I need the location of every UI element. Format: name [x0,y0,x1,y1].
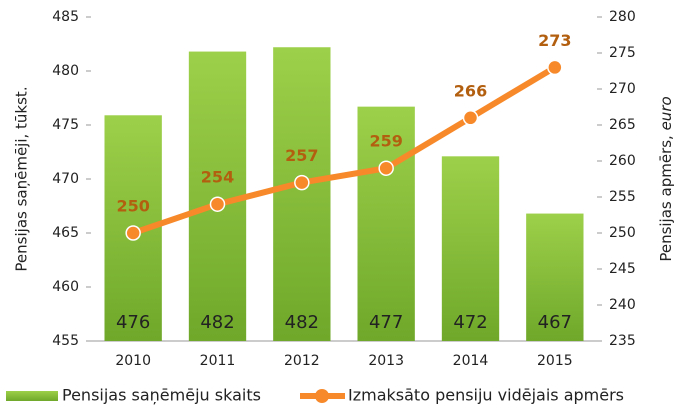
bar [357,106,415,341]
legend-swatch [315,389,329,403]
line-label: 254 [201,168,234,187]
legend-swatch [6,391,58,401]
y2-tick-label: 265 [609,117,636,133]
y-tick-label: 475 [52,117,79,133]
line-label: 257 [285,146,318,165]
bar-label: 467 [538,312,572,333]
bar-label: 472 [453,312,487,333]
line-point [209,196,226,212]
y-axis-label: Pensijas saņēmēji, tūkst. [13,86,31,271]
y-tick-label: 485 [52,9,79,25]
y2-tick-label: 245 [609,261,636,277]
line-point [294,174,310,191]
bar [526,213,584,341]
bar-label: 477 [369,312,403,333]
line-label: 266 [454,81,487,100]
y2-tick-label: 260 [609,153,636,169]
y2-tick-label: 255 [609,189,636,205]
y-tick-label: 465 [52,225,79,241]
line-point [547,59,563,76]
line-point [125,225,141,241]
y2-axis-label: Pensijas apmērs, euro [657,96,675,261]
line-point [462,110,479,126]
x-tick-label: 2014 [453,353,489,369]
y2-label-unit: euro [657,96,675,130]
y-tick-label: 455 [52,333,79,349]
y2-tick-label: 275 [609,45,636,61]
line-label: 250 [116,197,149,216]
y2-label-main: Pensijas apmērs, [657,130,675,261]
legend-label: Pensijas saņēmēju skaits [62,386,261,405]
line-point [378,160,394,176]
bar-label: 482 [200,312,234,333]
x-tick-label: 2011 [200,353,236,369]
x-tick-label: 2010 [115,353,151,369]
y2-tick-label: 280 [609,9,636,25]
y2-tick-label: 235 [609,333,636,349]
x-tick-label: 2013 [368,353,404,369]
line-label: 259 [369,132,402,151]
bar-label: 476 [116,312,150,333]
line [132,64,557,236]
x-tick-label: 2015 [537,353,573,369]
bar [273,47,331,342]
legend-label: Izmaksāto pensiju vidējais apmērs [348,386,624,405]
bar-label: 482 [285,312,319,333]
y-tick-label: 470 [52,171,79,187]
line-label: 273 [538,31,571,50]
y-tick-label: 460 [52,279,79,295]
y2-tick-label: 240 [609,297,636,313]
y2-tick-label: 270 [609,81,636,97]
y-tick-label: 480 [52,63,79,79]
y2-tick-label: 250 [609,225,636,241]
x-tick-label: 2012 [284,353,320,369]
bar [441,156,500,341]
